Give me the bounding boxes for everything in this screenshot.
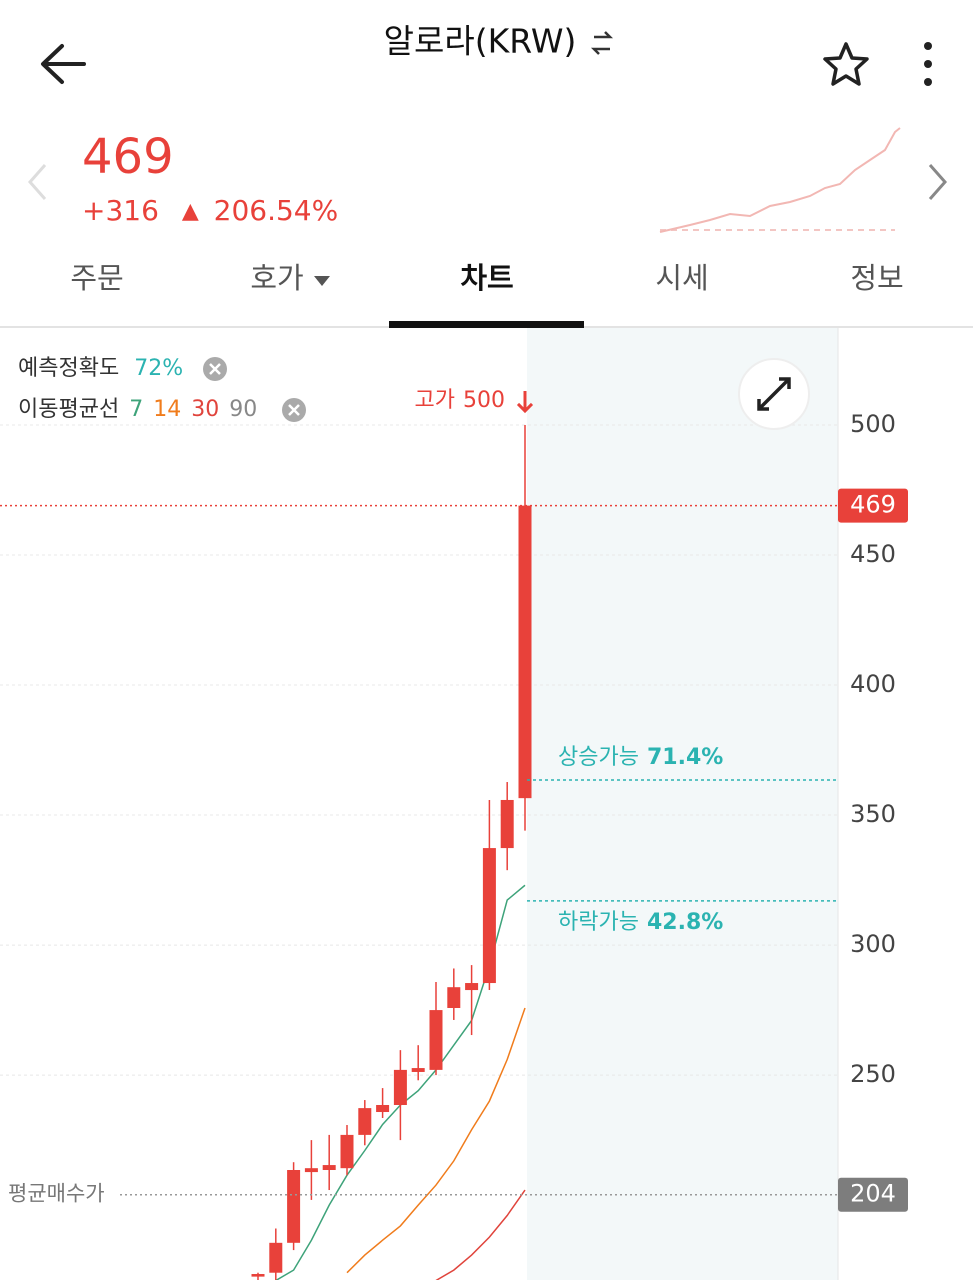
y-tick-label: 250 bbox=[850, 1060, 896, 1088]
candle-body bbox=[447, 987, 461, 1008]
ma-legend-entry: 90 bbox=[229, 397, 257, 422]
candle-body bbox=[429, 1010, 443, 1070]
tab-indicator bbox=[389, 321, 584, 328]
prediction-label: 상승가능 bbox=[558, 745, 639, 770]
expand-button[interactable] bbox=[738, 358, 810, 430]
tabs: 주문 호가 차트 시세 정보 bbox=[70, 261, 903, 295]
tab[interactable]: 주문 bbox=[70, 261, 123, 295]
ma-legend-entry: 7 bbox=[129, 397, 143, 422]
prediction-percent: 71.4% bbox=[647, 745, 723, 770]
forecast-area bbox=[527, 328, 838, 1280]
accuracy-value: 72% bbox=[134, 356, 183, 381]
swap-icon[interactable] bbox=[590, 31, 614, 55]
candle-body bbox=[322, 1165, 336, 1171]
change: +316 ▲ 206.54% bbox=[82, 194, 338, 227]
price: 469 bbox=[82, 129, 174, 185]
tab[interactable]: 정보 bbox=[850, 261, 903, 295]
y-tick-label: 500 bbox=[850, 410, 896, 438]
current-price-tag bbox=[838, 488, 908, 523]
y-tick-label: 400 bbox=[850, 670, 896, 698]
average-buy-label: 평균매수가 bbox=[8, 1182, 105, 1206]
candle-body bbox=[287, 1170, 301, 1243]
current-price-label: 469 bbox=[850, 491, 896, 519]
title: 알로라(KRW) bbox=[384, 22, 577, 61]
accuracy: 예측정확도 72% bbox=[18, 356, 183, 381]
ma-legend-entry: 14 bbox=[153, 397, 181, 422]
close-ma[interactable] bbox=[282, 398, 306, 422]
back-button[interactable] bbox=[41, 44, 86, 84]
candle-body bbox=[482, 848, 496, 984]
ma-legend: 이동평균선 7 14 30 90 bbox=[18, 397, 257, 422]
favorite[interactable] bbox=[823, 42, 869, 86]
y-tick-label: 300 bbox=[850, 930, 896, 958]
candle-body bbox=[251, 1274, 265, 1277]
candle-body bbox=[500, 799, 514, 849]
candle-body bbox=[269, 1242, 283, 1273]
y-tick-label: 450 bbox=[850, 540, 896, 568]
average-buy-value: 204 bbox=[850, 1180, 896, 1208]
accuracy-label: 예측정확도 bbox=[18, 356, 119, 381]
change-arrow: ▲ bbox=[182, 199, 199, 224]
tab[interactable]: 시세 bbox=[655, 261, 708, 295]
high-annotation: 고가 500 bbox=[415, 388, 505, 413]
change-value: +316 bbox=[82, 194, 159, 227]
high-arrow bbox=[516, 390, 534, 414]
plot: 250 300 350 400 450 500 고가 500 469 평균매수가 204 상승가능 71… bbox=[0, 388, 908, 1280]
candle-body bbox=[304, 1168, 318, 1173]
ma-line bbox=[435, 1189, 526, 1280]
candle-body bbox=[340, 1134, 354, 1169]
prediction-percent: 42.8% bbox=[647, 910, 723, 935]
prediction-label: 하락가능 bbox=[558, 910, 639, 935]
change-percent: 206.54% bbox=[214, 194, 339, 227]
close-accuracy[interactable] bbox=[203, 357, 227, 381]
average-buy-tag bbox=[838, 1177, 908, 1212]
candle-body bbox=[376, 1104, 390, 1113]
high-label: 고가 bbox=[415, 388, 455, 413]
high-value: 500 bbox=[463, 388, 505, 413]
next-arrow[interactable] bbox=[928, 164, 948, 200]
prediction-text: 하락가능 42.8% bbox=[558, 910, 723, 935]
candle-body bbox=[411, 1068, 425, 1072]
ma-line bbox=[346, 1007, 526, 1274]
y-tick-label: 350 bbox=[850, 800, 896, 828]
prediction-text: 상승가능 71.4% bbox=[558, 745, 723, 770]
candle-body bbox=[358, 1108, 372, 1135]
tab[interactable]: 차트 bbox=[460, 261, 513, 295]
ma-label: 이동평균선 bbox=[18, 397, 119, 422]
tab[interactable]: 호가 bbox=[250, 261, 303, 295]
candle-body bbox=[393, 1069, 407, 1105]
ma-legend-entry: 30 bbox=[191, 397, 219, 422]
candle-body bbox=[465, 983, 479, 991]
candle-body bbox=[518, 505, 532, 799]
prev-arrow[interactable] bbox=[27, 164, 47, 200]
more-menu[interactable] bbox=[924, 42, 932, 86]
sparkline bbox=[659, 127, 901, 233]
dropdown-icon bbox=[314, 276, 330, 286]
